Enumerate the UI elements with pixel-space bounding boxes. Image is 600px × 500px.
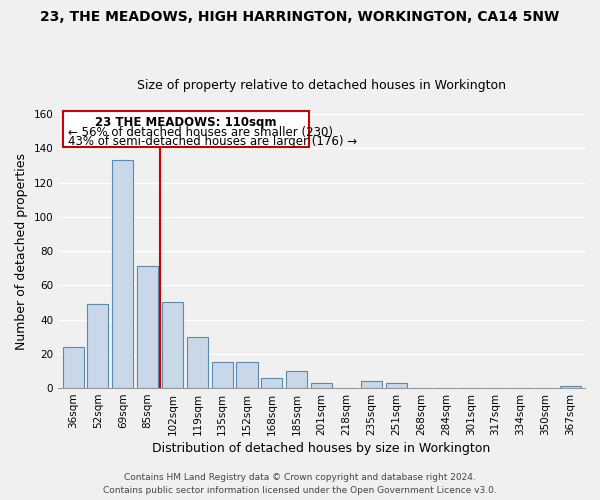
Y-axis label: Number of detached properties: Number of detached properties bbox=[15, 152, 28, 350]
Bar bbox=[262, 378, 283, 388]
Bar bbox=[187, 336, 208, 388]
FancyBboxPatch shape bbox=[63, 110, 309, 146]
Text: ← 56% of detached houses are smaller (230): ← 56% of detached houses are smaller (23… bbox=[68, 126, 334, 138]
Bar bbox=[386, 383, 407, 388]
Bar bbox=[361, 381, 382, 388]
Bar bbox=[62, 347, 83, 388]
Bar bbox=[286, 371, 307, 388]
Bar bbox=[212, 362, 233, 388]
Bar bbox=[112, 160, 133, 388]
Bar bbox=[162, 302, 183, 388]
Bar bbox=[311, 383, 332, 388]
Text: 23 THE MEADOWS: 110sqm: 23 THE MEADOWS: 110sqm bbox=[95, 116, 277, 130]
Text: 23, THE MEADOWS, HIGH HARRINGTON, WORKINGTON, CA14 5NW: 23, THE MEADOWS, HIGH HARRINGTON, WORKIN… bbox=[40, 10, 560, 24]
Text: 43% of semi-detached houses are larger (176) →: 43% of semi-detached houses are larger (… bbox=[68, 135, 358, 148]
Bar bbox=[88, 304, 109, 388]
Bar bbox=[236, 362, 257, 388]
Bar bbox=[560, 386, 581, 388]
Bar bbox=[137, 266, 158, 388]
Text: Contains HM Land Registry data © Crown copyright and database right 2024.
Contai: Contains HM Land Registry data © Crown c… bbox=[103, 474, 497, 495]
X-axis label: Distribution of detached houses by size in Workington: Distribution of detached houses by size … bbox=[152, 442, 491, 455]
Title: Size of property relative to detached houses in Workington: Size of property relative to detached ho… bbox=[137, 79, 506, 92]
